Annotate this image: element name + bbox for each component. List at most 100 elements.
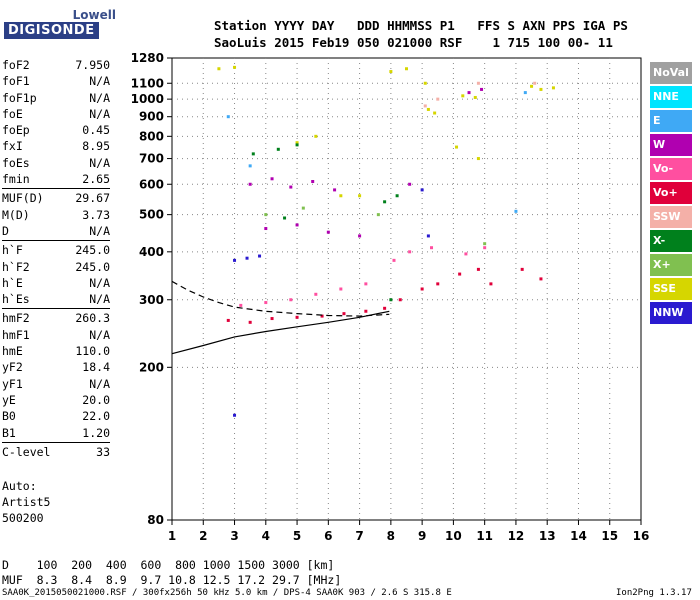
- param-value: N/A: [89, 106, 110, 121]
- echo-point: [233, 413, 237, 417]
- param-row: foEp 0.45: [2, 122, 110, 138]
- echo-point: [248, 164, 252, 168]
- param-value: N/A: [89, 275, 110, 290]
- param-value: 8.95: [82, 139, 110, 154]
- echo-point: [473, 95, 477, 99]
- param-name: hmF2: [2, 311, 30, 326]
- logo-lowell-text: Lowell: [72, 8, 116, 22]
- param-value: 245.0: [75, 243, 110, 258]
- param-value: 22.0: [82, 409, 110, 424]
- x-tick-label: 7: [355, 529, 363, 543]
- echo-point: [533, 81, 537, 85]
- y-tick-label: 500: [139, 208, 164, 222]
- logo-digisonde-text: DIGISONDE: [4, 22, 99, 39]
- param-name: h`E: [2, 275, 23, 290]
- echo-point: [264, 213, 268, 217]
- legend-item-x-: X-: [650, 230, 692, 252]
- echo-point: [405, 67, 408, 71]
- param-separator: [2, 441, 110, 443]
- x-tick-label: 15: [601, 529, 618, 543]
- param-row: hmE 110.0: [2, 343, 110, 359]
- x-tick-label: 2: [199, 529, 207, 543]
- echo-point: [389, 70, 393, 74]
- echo-point: [270, 317, 274, 321]
- param-row: h`F 245.0: [2, 242, 110, 258]
- echo-point: [245, 256, 249, 260]
- param-name: yE: [2, 392, 16, 407]
- digisonde-logo: Lowell DIGISONDE: [4, 8, 124, 48]
- param-row: foEs N/A: [2, 155, 110, 171]
- x-tick-label: 5: [293, 529, 301, 543]
- echo-point: [239, 303, 243, 307]
- param-row: foF2 7.950: [2, 57, 110, 73]
- param-row: C-level 33: [2, 444, 110, 460]
- legend-item-vo-: Vo-: [650, 158, 692, 180]
- param-row: D N/A: [2, 223, 110, 239]
- param-value: 29.67: [75, 191, 110, 206]
- param-row: fxI 8.95: [2, 138, 110, 154]
- artist-version: Artist5: [2, 495, 51, 509]
- echo-point: [420, 287, 424, 291]
- echo-point: [436, 282, 440, 286]
- echo-point: [539, 87, 543, 91]
- param-value: N/A: [89, 327, 110, 342]
- legend-item-w: W: [650, 134, 692, 156]
- x-tick-label: 6: [324, 529, 332, 543]
- echo-point: [339, 287, 343, 291]
- echo-point: [248, 320, 252, 324]
- param-value: N/A: [89, 292, 110, 307]
- x-tick-label: 16: [633, 529, 650, 543]
- echo-point: [364, 309, 368, 313]
- echo-point: [430, 246, 434, 250]
- distance-row: D 100 200 400 600 800 1000 1500 3000 [km…: [2, 558, 335, 572]
- echo-point: [258, 254, 262, 258]
- param-value: 18.4: [82, 360, 110, 375]
- echo-point: [467, 91, 471, 95]
- param-row: yE 20.0: [2, 392, 110, 408]
- param-row: B1 1.20: [2, 425, 110, 441]
- param-value: N/A: [89, 74, 110, 89]
- echo-point: [264, 227, 268, 231]
- echo-point: [251, 152, 255, 156]
- y-tick-label: 80: [147, 513, 164, 527]
- legend-item-sse: SSE: [650, 278, 692, 300]
- legend-item-e: E: [650, 110, 692, 132]
- echo-point: [342, 312, 346, 316]
- param-value: 2.65: [82, 172, 110, 187]
- legend-item-vo-: Vo+: [650, 182, 692, 204]
- param-name: C-level: [2, 444, 51, 459]
- param-value: N/A: [89, 376, 110, 391]
- echo-point: [383, 306, 387, 310]
- y-tick-label: 200: [139, 360, 164, 374]
- echo-point: [314, 292, 318, 296]
- echo-point: [392, 258, 396, 262]
- echo-point: [461, 94, 465, 98]
- echo-point: [301, 206, 305, 210]
- echo-point: [426, 234, 430, 238]
- echo-point: [358, 194, 362, 198]
- echo-point: [248, 182, 252, 186]
- x-tick-label: 11: [476, 529, 493, 543]
- param-name: yF1: [2, 376, 23, 391]
- param-name: MUF(D): [2, 191, 44, 206]
- echo-point: [283, 216, 287, 220]
- param-name: foE: [2, 106, 23, 121]
- y-tick-label: 800: [139, 129, 164, 143]
- x-tick-label: 14: [570, 529, 587, 543]
- param-name: foF1p: [2, 90, 37, 105]
- echo-point: [398, 298, 402, 302]
- param-value: N/A: [89, 223, 110, 238]
- x-tick-label: 3: [230, 529, 238, 543]
- param-row: fmin 2.65: [2, 171, 110, 187]
- y-tick-label: 700: [139, 152, 164, 166]
- station-header-values: SaoLuis 2015 Feb19 050 021000 RSF 1 715 …: [214, 35, 613, 50]
- param-value: 245.0: [75, 259, 110, 274]
- echo-point: [320, 314, 324, 318]
- echo-point: [476, 157, 480, 161]
- echo-point: [408, 182, 412, 186]
- echo-point: [476, 267, 480, 271]
- echo-point: [389, 298, 393, 302]
- param-value: 7.950: [75, 58, 110, 72]
- legend-item-ssw: SSW: [650, 206, 692, 228]
